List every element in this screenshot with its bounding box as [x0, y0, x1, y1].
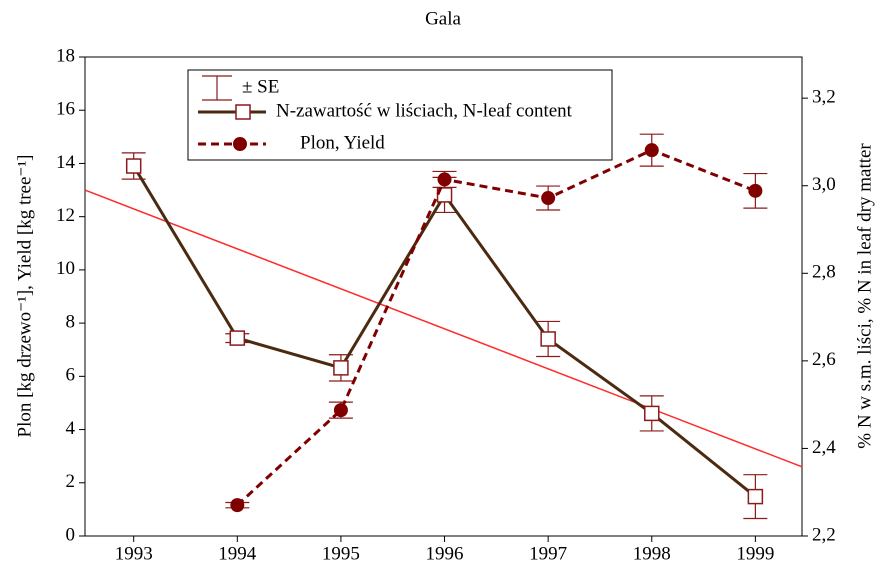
y2-tick-label: 2,6 [812, 349, 836, 370]
y-tick-label: 6 [66, 365, 76, 386]
x-tick-label: 1998 [633, 543, 671, 564]
legend-marker [233, 137, 247, 151]
y-tick-label: 4 [66, 418, 76, 439]
plot-frame [84, 56, 803, 537]
marker [748, 183, 763, 198]
y2-axis-label: % N w s.m. liści, % N in leaf dry matter [854, 143, 875, 449]
marker [541, 191, 556, 206]
y2-tick-label: 2,2 [812, 524, 836, 545]
marker [333, 360, 349, 376]
legend-label: N-zawartość w liściach, N-leaf content [276, 100, 573, 121]
marker [644, 405, 660, 422]
legend-box [187, 69, 613, 161]
y2-tick-label: 3,0 [812, 174, 836, 195]
y-tick-label: 2 [66, 471, 76, 492]
trend-line [84, 189, 803, 468]
marker [747, 488, 764, 505]
x-tick-label: 1996 [426, 543, 464, 564]
y-tick-label: 10 [56, 258, 75, 279]
x-tick-label: 1994 [218, 543, 257, 564]
marker [125, 158, 142, 174]
marker [540, 331, 556, 347]
y-tick-label: 8 [66, 311, 76, 332]
y-tick-label: 0 [66, 524, 76, 545]
legend-marker [235, 104, 251, 120]
y-tick-label: 16 [56, 99, 75, 120]
series-line [236, 148, 756, 507]
legend-se-symbol [202, 75, 232, 101]
marker [644, 143, 659, 158]
y2-tick-label: 2,4 [812, 437, 836, 458]
x-tick-label: 1997 [529, 543, 567, 564]
marker [333, 403, 348, 418]
series-line [132, 165, 757, 498]
y2-tick-label: 2,8 [812, 262, 836, 283]
chart-title: Gala [425, 8, 461, 29]
x-tick-label: 1993 [115, 543, 153, 564]
x-tick-label: 1995 [322, 543, 360, 564]
marker [229, 330, 246, 346]
y-tick-label: 12 [56, 205, 75, 226]
x-tick-label: 1999 [736, 543, 774, 564]
y-axis-label: Plon [kg drzewo⁻¹], Yield [kg tree⁻¹] [14, 155, 35, 438]
y-tick-label: 18 [56, 45, 75, 66]
marker [437, 172, 452, 187]
y2-tick-label: 3,2 [812, 87, 836, 108]
y-tick-label: 14 [56, 152, 76, 173]
marker [230, 498, 245, 513]
legend-label: ± SE [242, 76, 279, 97]
legend-label: Plon, Yield [300, 132, 385, 153]
